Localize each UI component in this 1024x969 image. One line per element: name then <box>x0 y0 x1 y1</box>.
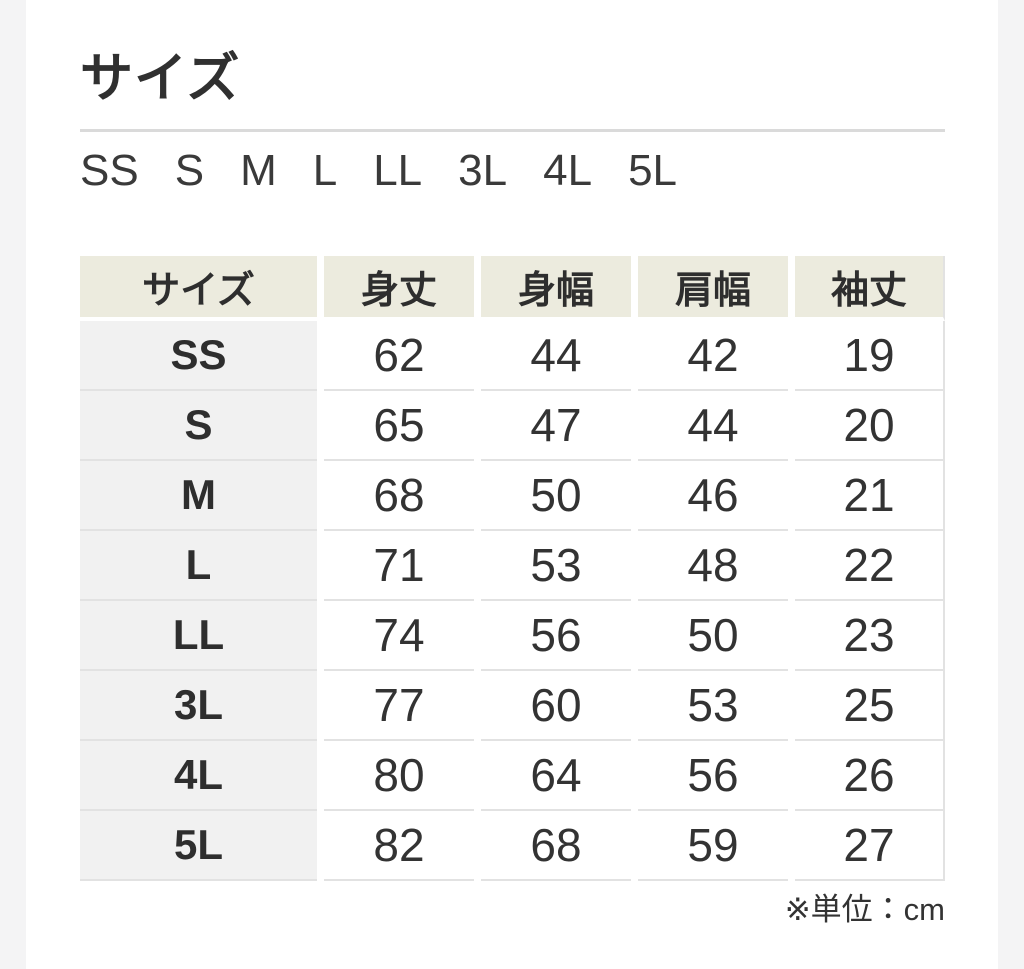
title-divider <box>80 129 945 132</box>
value-cell: 46 <box>638 461 788 531</box>
table-row-m: M 68 50 46 21 <box>80 461 945 531</box>
value-cell: 42 <box>638 321 788 391</box>
value-cell: 26 <box>795 741 945 811</box>
row-label: 3L <box>80 671 317 741</box>
table-row-ss: SS 62 44 42 19 <box>80 321 945 391</box>
value-cell: 80 <box>324 741 474 811</box>
value-cell: 74 <box>324 601 474 671</box>
page-title: サイズ <box>80 49 241 108</box>
size-option-ss[interactable]: SS <box>80 146 139 195</box>
product-size-section: サイズ SS S M L LL 3L 4L 5L サイズ 身丈 身幅 肩幅 袖丈… <box>26 0 998 969</box>
value-cell: 23 <box>795 601 945 671</box>
value-cell: 82 <box>324 811 474 881</box>
size-options-list: SS S M L LL 3L 4L 5L <box>80 147 945 195</box>
row-label: S <box>80 391 317 461</box>
value-cell: 20 <box>795 391 945 461</box>
value-cell: 47 <box>481 391 631 461</box>
value-cell: 77 <box>324 671 474 741</box>
table-row-s: S 65 47 44 20 <box>80 391 945 461</box>
table-header-row: サイズ 身丈 身幅 肩幅 袖丈 <box>80 256 945 321</box>
size-chart-table: サイズ 身丈 身幅 肩幅 袖丈 SS 62 44 42 19 S 65 47 4… <box>73 256 952 881</box>
size-option-s[interactable]: S <box>174 146 205 195</box>
value-cell: 22 <box>795 531 945 601</box>
value-cell: 44 <box>638 391 788 461</box>
column-header-sleeve-length: 袖丈 <box>795 256 945 321</box>
value-cell: 50 <box>638 601 788 671</box>
value-cell: 62 <box>324 321 474 391</box>
value-cell: 64 <box>481 741 631 811</box>
table-row-ll: LL 74 56 50 23 <box>80 601 945 671</box>
row-label: 4L <box>80 741 317 811</box>
value-cell: 53 <box>481 531 631 601</box>
value-cell: 65 <box>324 391 474 461</box>
row-label: SS <box>80 321 317 391</box>
table-row-3l: 3L 77 60 53 25 <box>80 671 945 741</box>
column-header-size: サイズ <box>80 256 317 321</box>
row-label: LL <box>80 601 317 671</box>
size-option-4l[interactable]: 4L <box>543 146 593 195</box>
column-header-body-width: 身幅 <box>481 256 631 321</box>
value-cell: 21 <box>795 461 945 531</box>
table-row-5l: 5L 82 68 59 27 <box>80 811 945 881</box>
value-cell: 50 <box>481 461 631 531</box>
size-option-l[interactable]: L <box>312 146 338 195</box>
value-cell: 56 <box>481 601 631 671</box>
column-header-body-length: 身丈 <box>324 256 474 321</box>
value-cell: 19 <box>795 321 945 391</box>
size-option-5l[interactable]: 5L <box>628 146 678 195</box>
unit-note: ※単位：cm <box>784 892 945 927</box>
column-header-shoulder-width: 肩幅 <box>638 256 788 321</box>
value-cell: 68 <box>324 461 474 531</box>
value-cell: 27 <box>795 811 945 881</box>
value-cell: 53 <box>638 671 788 741</box>
value-cell: 56 <box>638 741 788 811</box>
table-row-4l: 4L 80 64 56 26 <box>80 741 945 811</box>
value-cell: 48 <box>638 531 788 601</box>
row-label: M <box>80 461 317 531</box>
value-cell: 59 <box>638 811 788 881</box>
size-option-ll[interactable]: LL <box>373 146 423 195</box>
table-row-l: L 71 53 48 22 <box>80 531 945 601</box>
size-option-3l[interactable]: 3L <box>458 146 508 195</box>
value-cell: 25 <box>795 671 945 741</box>
value-cell: 68 <box>481 811 631 881</box>
size-option-m[interactable]: M <box>240 146 277 195</box>
row-label: 5L <box>80 811 317 881</box>
value-cell: 44 <box>481 321 631 391</box>
value-cell: 60 <box>481 671 631 741</box>
row-label: L <box>80 531 317 601</box>
value-cell: 71 <box>324 531 474 601</box>
